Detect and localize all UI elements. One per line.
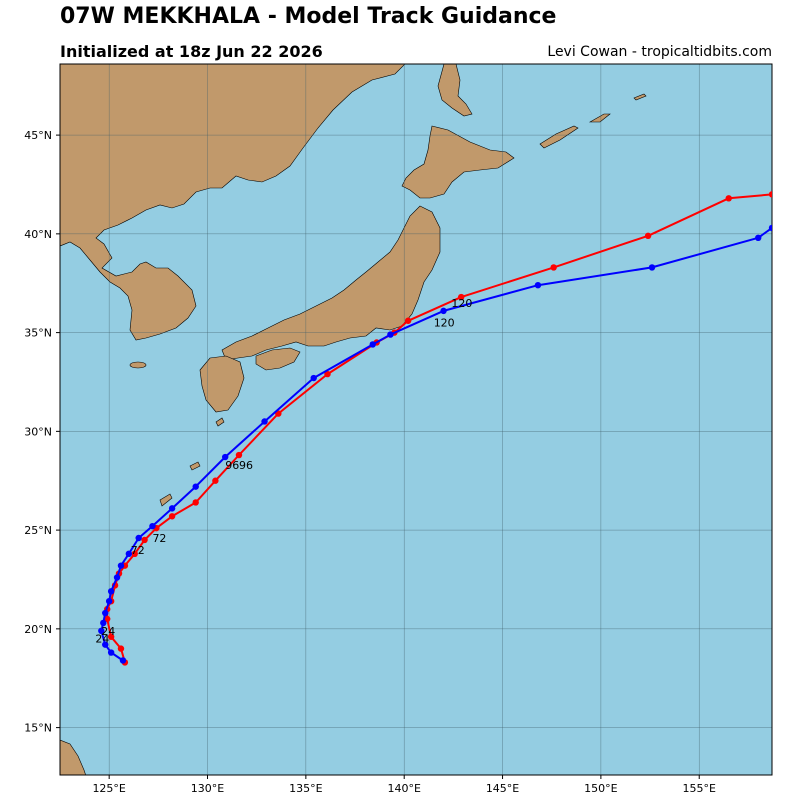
track-point: [387, 331, 394, 338]
track-point: [149, 522, 156, 530]
track-point: [107, 649, 115, 656]
track-point: [458, 293, 465, 301]
lon-tick-label: 150°E: [584, 782, 617, 795]
track-point: [168, 505, 176, 512]
lat-tick-label: 25°N: [24, 524, 52, 537]
lon-tick-label: 125°E: [92, 782, 125, 795]
lat-tick-label: 40°N: [24, 228, 52, 241]
lat-tick-label: 30°N: [24, 425, 52, 438]
track-point: [768, 191, 772, 198]
forecast-hour-label: 72: [152, 532, 166, 545]
lat-tick-label: 15°N: [24, 722, 52, 735]
track-point: [369, 341, 376, 348]
hokkaido: [401, 125, 515, 199]
track-point: [117, 645, 125, 652]
track-point: [102, 641, 109, 648]
lon-tick-label: 155°E: [682, 782, 715, 795]
track-point: [135, 534, 142, 542]
forecast-hour-label: 96: [239, 459, 253, 472]
track-point: [104, 615, 111, 623]
shikoku: [255, 347, 301, 371]
track-point: [107, 588, 115, 595]
forecast-hour-label: 120: [434, 317, 455, 330]
forecast-hour-label: 24: [101, 625, 115, 638]
track-point: [192, 499, 199, 506]
track-point: [107, 633, 115, 640]
track-point: [310, 374, 317, 382]
track-point: [117, 562, 125, 569]
land-layer: [60, 64, 647, 775]
map-credit: Levi Cowan - tropicaltidbits.com: [547, 44, 772, 60]
track-point: [98, 627, 105, 635]
track-point: [100, 619, 107, 627]
track-point: [404, 317, 412, 324]
lon-tick-label: 145°E: [486, 782, 519, 795]
track-point: [440, 307, 447, 315]
lon-tick-label: 140°E: [387, 782, 420, 795]
map-frame: [59, 63, 773, 776]
track-point: [768, 224, 772, 232]
track-point: [141, 536, 148, 544]
forecast-hour-label: 72: [131, 544, 145, 557]
mainland-asia: [60, 64, 406, 341]
grid-lines: [60, 64, 772, 775]
track-point: [131, 550, 138, 557]
forecast-hour-label: 96: [225, 459, 239, 472]
ryukyu-islands: [159, 417, 225, 507]
track-point: [212, 477, 219, 484]
lat-tick-label: 35°N: [24, 327, 52, 340]
lon-tick-label: 130°E: [191, 782, 224, 795]
track-point: [105, 598, 113, 605]
track-point: [125, 550, 133, 557]
track-point: [550, 264, 557, 271]
track-point: [324, 370, 331, 378]
track-point: [648, 264, 656, 271]
sakhalin: [437, 64, 473, 117]
track-point: [534, 282, 542, 289]
jeju-island: [129, 361, 147, 369]
honshu: [221, 205, 441, 361]
track-point: [102, 609, 109, 617]
forecast-hour-label: 24: [95, 633, 109, 646]
track-point: [168, 513, 176, 520]
kyushu: [199, 355, 245, 413]
map-subtitle: Initialized at 18z Jun 22 2026: [60, 42, 323, 61]
map-title: 07W MEKKHALA - Model Track Guidance: [60, 4, 557, 29]
track-point: [113, 574, 121, 581]
track-point: [192, 483, 199, 490]
track-point: [261, 418, 268, 425]
kuril-islands: [539, 93, 647, 149]
track-point: [725, 195, 732, 202]
lat-tick-label: 20°N: [24, 623, 52, 636]
taiwan-edge: [60, 739, 86, 775]
model-tracks: [98, 191, 772, 666]
forecast-hour-label: 120: [451, 297, 472, 310]
track-point: [222, 453, 229, 461]
axis-labels: 125°E 130°E 135°E 140°E 145°E 150°E 155°E 15°N 2…: [24, 129, 716, 795]
track-point: [235, 451, 243, 459]
track-point: [755, 234, 762, 241]
track-point: [119, 657, 127, 664]
forecast-hour-labels: 24 72 96 120 24 72 96 120: [95, 297, 472, 646]
lat-tick-label: 45°N: [24, 129, 52, 142]
lon-tick-label: 135°E: [289, 782, 322, 795]
track-point: [644, 232, 652, 240]
